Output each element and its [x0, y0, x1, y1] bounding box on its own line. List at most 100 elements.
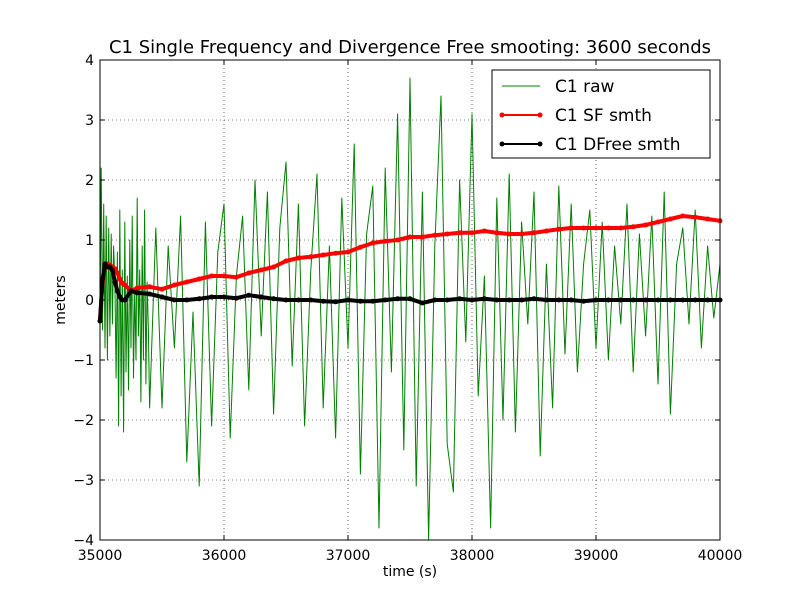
x-tick-label: 37000 — [326, 548, 371, 564]
data-point — [581, 225, 587, 231]
data-point — [407, 296, 413, 302]
data-point — [630, 297, 636, 303]
data-point — [605, 225, 611, 231]
data-point — [531, 230, 537, 236]
legend-label: C1 raw — [555, 77, 614, 97]
legend-marker — [537, 112, 543, 118]
data-point — [618, 225, 624, 231]
data-point — [556, 226, 562, 232]
data-point — [494, 297, 500, 303]
data-point — [481, 296, 487, 302]
y-tick-label: 4 — [85, 53, 94, 69]
data-point — [258, 267, 264, 273]
data-point — [407, 234, 413, 240]
series-line — [99, 77, 721, 541]
data-point — [114, 270, 120, 276]
data-point — [705, 216, 711, 222]
chart-title: C1 Single Frequency and Divergence Free … — [109, 37, 711, 58]
legend-label: C1 DFree smth — [555, 135, 681, 155]
legend: C1 raw C1 SF smth C1 DFree smth — [491, 69, 711, 159]
data-point — [419, 300, 425, 306]
data-point — [444, 297, 450, 303]
data-point — [308, 254, 314, 260]
data-point — [128, 288, 134, 294]
data-point — [283, 258, 289, 264]
ticks: 35000 36000 37000 38000 39000 40000 −4 −3 −2 −1 0 1… — [73, 53, 742, 564]
data-point — [134, 285, 140, 291]
y-tick-label: 1 — [85, 233, 94, 249]
data-point — [506, 297, 512, 303]
data-point — [444, 231, 450, 237]
data-point — [159, 286, 165, 292]
data-point — [112, 279, 118, 285]
data-point — [680, 213, 686, 219]
data-point — [395, 296, 401, 302]
data-point — [333, 250, 339, 256]
data-point — [357, 244, 363, 250]
data-point — [531, 296, 537, 302]
data-point — [283, 297, 289, 303]
data-point — [469, 297, 475, 303]
x-tick-label: 36000 — [202, 548, 247, 564]
series-line — [98, 214, 721, 322]
data-point — [605, 297, 611, 303]
data-point — [184, 297, 190, 303]
y-tick-label: −2 — [73, 413, 94, 429]
y-tick-label: −4 — [73, 533, 94, 549]
data-point — [469, 230, 475, 236]
data-point — [147, 284, 153, 290]
data-point — [345, 249, 351, 255]
data-point — [122, 297, 128, 303]
x-axis-label: time (s) — [383, 564, 437, 580]
y-tick-label: 3 — [85, 113, 94, 129]
data-point — [357, 298, 363, 304]
data-point — [395, 237, 401, 243]
data-point — [171, 282, 177, 288]
data-point — [246, 270, 252, 276]
data-point — [382, 297, 388, 303]
data-point — [114, 288, 120, 294]
y-axis-label: meters — [53, 275, 69, 324]
data-point — [99, 276, 105, 282]
data-point — [117, 276, 123, 282]
data-point — [271, 264, 277, 270]
data-point — [593, 225, 599, 231]
data-point — [618, 297, 624, 303]
data-point — [209, 294, 215, 300]
data-point — [308, 297, 314, 303]
data-point — [692, 297, 698, 303]
x-tick-label: 38000 — [450, 548, 495, 564]
data-point — [667, 297, 673, 303]
data-point — [134, 290, 140, 296]
data-point — [258, 294, 264, 300]
data-point — [382, 238, 388, 244]
data-point — [122, 282, 128, 288]
data-point — [333, 299, 339, 305]
data-point — [556, 297, 562, 303]
x-tick-label: 40000 — [698, 548, 743, 564]
data-point — [159, 294, 165, 300]
data-point — [246, 292, 252, 298]
y-tick-label: 0 — [85, 293, 94, 309]
series-1 — [97, 213, 723, 324]
y-tick-label: −3 — [73, 473, 94, 489]
data-point — [655, 297, 661, 303]
data-point — [568, 225, 574, 231]
legend-label: C1 SF smth — [555, 106, 652, 126]
data-point — [221, 273, 227, 279]
data-point — [295, 297, 301, 303]
y-tick-label: −1 — [73, 353, 94, 369]
data-point — [630, 224, 636, 230]
series-layer — [97, 77, 723, 541]
x-tick-label: 39000 — [574, 548, 619, 564]
data-point — [643, 222, 649, 228]
series-0 — [99, 77, 721, 541]
data-point — [494, 230, 500, 236]
data-point — [320, 252, 326, 258]
data-point — [568, 297, 574, 303]
data-point — [221, 294, 227, 300]
data-point — [271, 296, 277, 302]
data-point — [320, 298, 326, 304]
data-point — [419, 234, 425, 240]
